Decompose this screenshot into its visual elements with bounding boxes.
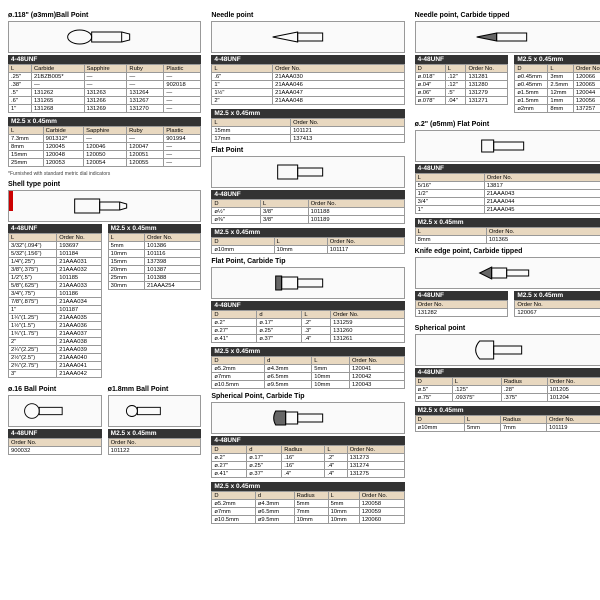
- diagram-flat-carbide: [211, 267, 404, 299]
- diagram-spherical: [415, 334, 600, 366]
- table-header: M2.5 x 0.45mm: [211, 109, 404, 118]
- table: Order No.120067: [514, 300, 600, 317]
- table-header: M2.5 x 0.45mm: [108, 224, 202, 233]
- table-header: 4-48UNF: [415, 55, 509, 64]
- diagram-needle-carbide: [415, 21, 600, 53]
- table-header: M2.5 x 0.45mm: [415, 406, 600, 415]
- column-2: Needle point 4-48UNF LOrder No..6"21AAA0…: [211, 8, 404, 528]
- table-header: M2.5 x 0.45mm: [514, 291, 600, 300]
- diagram-spherical-carbide: [211, 402, 404, 434]
- table-header: M2.5 x 0.45mm: [211, 482, 404, 491]
- table: Order No.101122: [108, 438, 202, 455]
- table-header: M2.5 x 0.45mm: [514, 55, 600, 64]
- table: LCarbideSapphireRubyPlastic7.3mm901312*—…: [8, 126, 201, 167]
- diagram: [8, 395, 102, 427]
- sec-title: Knife edge point, Carbide tipped: [415, 248, 600, 255]
- table: LOrder No..6"21AAA0301"21AAA0461½"21AAA0…: [211, 64, 404, 105]
- table: Order No.900032: [8, 438, 102, 455]
- table: LOrder No.3/32"(.094")1936975/32"(.156")…: [8, 233, 102, 378]
- sec-title: Spherical Point, Carbide Tip: [211, 393, 404, 400]
- table-header: 4-48UNF: [8, 224, 102, 233]
- table: DLOrder No.ø0.45mm3mm120066ø0.45mm2.5mm1…: [514, 64, 600, 113]
- table: Order No.131282: [415, 300, 509, 317]
- table: LOrder No.5/16"138171/2"21AAA0433/4"21AA…: [415, 173, 600, 214]
- diagram-needle: [211, 21, 404, 53]
- table-header: 4-48UNF: [211, 301, 404, 310]
- sec-title: Spherical point: [415, 325, 600, 332]
- table: DLOrder No.ø.018".12"131281ø.04".12"1312…: [415, 64, 509, 105]
- sec-title: Shell type point: [8, 181, 201, 188]
- sec-title: ø.118" (ø3mm)Ball Point: [8, 12, 201, 19]
- table-header: 4-48UNF: [211, 55, 404, 64]
- sec-title: Needle point: [211, 12, 404, 19]
- table-header: M2.5 x 0.45mm: [8, 117, 201, 126]
- sec-title: Flat Point, Carbide Tip: [211, 258, 404, 265]
- table: DLOrder No.ø10mm10mm101117: [211, 237, 404, 254]
- sec-title: ø1.8mm Ball Point: [108, 386, 202, 393]
- sec-title: Needle point, Carbide tipped: [415, 12, 600, 19]
- sec-title: Flat Point: [211, 147, 404, 154]
- table: DdRadiusLOrder No.ø5.2mmø4.3mm5mm5mm1200…: [211, 491, 404, 524]
- table: LCarbideSapphireRubyPlastic.25"21BZB005*…: [8, 64, 201, 113]
- table-header: M2.5 x 0.45mm: [211, 347, 404, 356]
- diagram-flat5: [415, 130, 600, 162]
- table-header: 4-48UNF: [415, 164, 600, 173]
- page-columns: ø.118" (ø3mm)Ball Point 4-48UNF LCarbide…: [8, 8, 600, 528]
- diagram-ballpoint: [8, 21, 201, 53]
- table-header: 4-48UNF: [211, 436, 404, 445]
- table-header: 4-48UNF: [415, 368, 600, 377]
- footnote: *Furnished with standard metric dial ind…: [8, 171, 201, 177]
- table: DdLOrder No.ø.2"ø.17".2"131259ø.27"ø.25"…: [211, 310, 404, 343]
- diagram-knife: [415, 257, 600, 289]
- table-header: 4-48UNF: [415, 291, 509, 300]
- table-header: M2.5 x 0.45mm: [211, 228, 404, 237]
- diagram-flat: [211, 156, 404, 188]
- diagram: [108, 395, 202, 427]
- column-3: Needle point, Carbide tipped 4-48UNF DLO…: [415, 8, 600, 528]
- column-1: ø.118" (ø3mm)Ball Point 4-48UNF LCarbide…: [8, 8, 201, 528]
- table-header: 4-48UNF: [8, 55, 201, 64]
- table: DLRadiusOrder No.ø10mm5mm7mm101119: [415, 415, 600, 432]
- diagram-shell: [8, 190, 201, 222]
- table-header: M2.5 x 0.45mm: [108, 429, 202, 438]
- table-header: 4-48UNF: [8, 429, 102, 438]
- sec-title: ø.2" (ø5mm) Flat Point: [415, 121, 600, 128]
- table: LOrder No.8mm101365: [415, 227, 600, 244]
- table: DdLOrder No.ø5.2mmø4.3mm5mm120041ø7mmø6.…: [211, 356, 404, 389]
- table-header: 4-48UNF: [211, 190, 404, 199]
- table: DdRadiusLOrder No.ø.2"ø.17".16".2"131273…: [211, 445, 404, 478]
- table: LOrder No.5mm10138610mm10111615mm1373982…: [108, 233, 202, 290]
- table: DLRadiusOrder No.ø.5".125".28"101205ø.75…: [415, 377, 600, 402]
- table: LOrder No.15mm10112117mm137413: [211, 118, 404, 143]
- table-header: M2.5 x 0.45mm: [415, 218, 600, 227]
- sec-title: ø.16 Ball Point: [8, 386, 102, 393]
- table: DLOrder No.ø½"3/8"101188ø⅜"3/8"101189: [211, 199, 404, 224]
- red-marker: [9, 191, 13, 211]
